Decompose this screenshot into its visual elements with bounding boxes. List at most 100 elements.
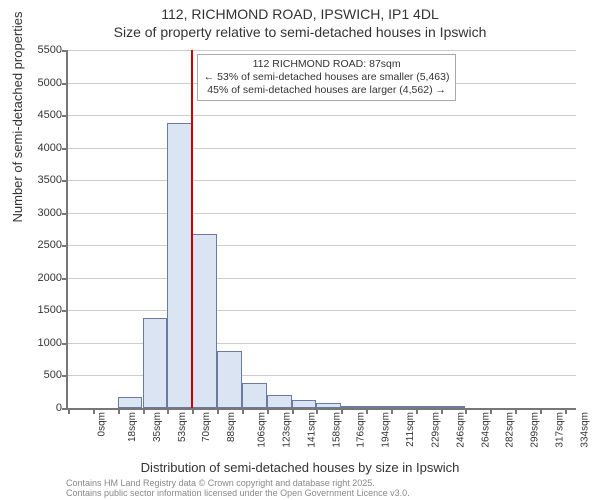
x-tick-mark [217,408,219,414]
x-tick-label: 317sqm [555,412,566,448]
x-tick-label: 194sqm [381,412,392,448]
y-tick-mark [62,180,68,182]
x-tick-mark [565,408,567,414]
licence-line2: Contains public sector information licen… [66,488,410,498]
histogram-bar [192,234,217,408]
gridline [68,310,576,311]
y-tick-mark [62,278,68,280]
y-tick-label: 1000 [38,337,62,349]
x-tick-mark [515,408,517,414]
x-tick-label: 299sqm [530,412,541,448]
x-tick-mark [242,408,244,414]
title-subtitle: Size of property relative to semi-detach… [0,24,600,42]
y-tick-label: 2000 [38,272,62,284]
y-tick-mark [62,310,68,312]
histogram-bar [242,383,267,408]
y-tick-label: 4500 [38,109,62,121]
y-tick-mark [62,245,68,247]
histogram-bar [118,397,143,408]
histogram-bar [391,406,416,408]
x-tick-label: 229sqm [430,412,441,448]
gridline [68,213,576,214]
x-tick-label: 282sqm [505,412,516,448]
x-tick-mark [118,408,120,414]
x-tick-label: 334sqm [579,412,590,448]
y-tick-label: 5500 [38,44,62,56]
x-tick-label: 264sqm [480,412,491,448]
x-tick-mark [540,408,542,414]
x-tick-mark [167,408,169,414]
y-tick-label: 4000 [38,142,62,154]
x-tick-label: 0sqm [96,412,107,436]
y-tick-mark [62,375,68,377]
y-tick-label: 0 [56,402,62,414]
x-tick-mark [441,408,443,414]
x-tick-label: 141sqm [306,412,317,448]
x-tick-mark [391,408,393,414]
x-tick-label: 106sqm [257,412,268,448]
x-tick-mark [93,408,95,414]
y-tick-label: 5000 [38,77,62,89]
x-tick-mark [465,408,467,414]
histogram-bar [167,123,192,408]
annotation-line: 45% of semi-detached houses are larger (… [204,84,450,97]
y-tick-label: 3500 [38,174,62,186]
x-axis-title: Distribution of semi-detached houses by … [0,460,600,475]
x-tick-label: 211sqm [405,412,416,447]
histogram-bar [366,406,391,408]
x-tick-mark [292,408,294,414]
licence-text: Contains HM Land Registry data © Crown c… [66,478,410,499]
y-tick-mark [62,343,68,345]
x-tick-label: 70sqm [201,412,212,442]
histogram-bar [341,406,366,408]
gridline [68,180,576,181]
annotation-line: ← 53% of semi-detached houses are smalle… [204,71,450,84]
gridline [68,50,576,51]
y-tick-label: 2500 [38,239,62,251]
x-tick-label: 18sqm [127,412,138,442]
y-tick-mark [62,83,68,85]
x-tick-label: 53sqm [177,412,188,442]
histogram-bar [416,406,441,408]
gridline [68,115,576,116]
x-tick-label: 88sqm [226,412,237,442]
histogram-bar [441,406,466,408]
x-tick-label: 246sqm [455,412,466,448]
y-tick-label: 1500 [38,304,62,316]
x-tick-label: 176sqm [356,412,367,448]
y-axis-title: Number of semi-detached properties [10,12,25,223]
plot-area: 0500100015002000250030003500400045005000… [66,50,576,410]
x-tick-mark [267,408,269,414]
x-tick-mark [143,408,145,414]
y-tick-label: 3000 [38,207,62,219]
histogram-bar [267,395,292,408]
chart-title: 112, RICHMOND ROAD, IPSWICH, IP1 4DL Siz… [0,0,600,41]
histogram-bar [292,400,317,408]
x-tick-mark [316,408,318,414]
y-tick-mark [62,148,68,150]
y-tick-mark [62,213,68,215]
y-tick-label: 500 [44,369,62,381]
x-tick-mark [341,408,343,414]
x-tick-mark [490,408,492,414]
gridline [68,148,576,149]
title-address: 112, RICHMOND ROAD, IPSWICH, IP1 4DL [0,6,600,24]
x-tick-label: 123sqm [281,412,292,448]
x-tick-mark [68,408,70,414]
histogram-bar [217,351,242,408]
histogram-bar [316,403,341,408]
property-marker-line [191,50,193,408]
x-tick-label: 35sqm [152,412,163,442]
y-tick-mark [62,50,68,52]
x-tick-mark [192,408,194,414]
licence-line1: Contains HM Land Registry data © Crown c… [66,478,410,488]
annotation-box: 112 RICHMOND ROAD: 87sqm← 53% of semi-de… [197,54,457,101]
x-tick-label: 158sqm [331,412,342,448]
y-tick-mark [62,115,68,117]
x-tick-mark [366,408,368,414]
histogram-bar [143,318,168,408]
gridline [68,278,576,279]
gridline [68,245,576,246]
chart-container: 112, RICHMOND ROAD, IPSWICH, IP1 4DL Siz… [0,0,600,500]
x-tick-mark [416,408,418,414]
